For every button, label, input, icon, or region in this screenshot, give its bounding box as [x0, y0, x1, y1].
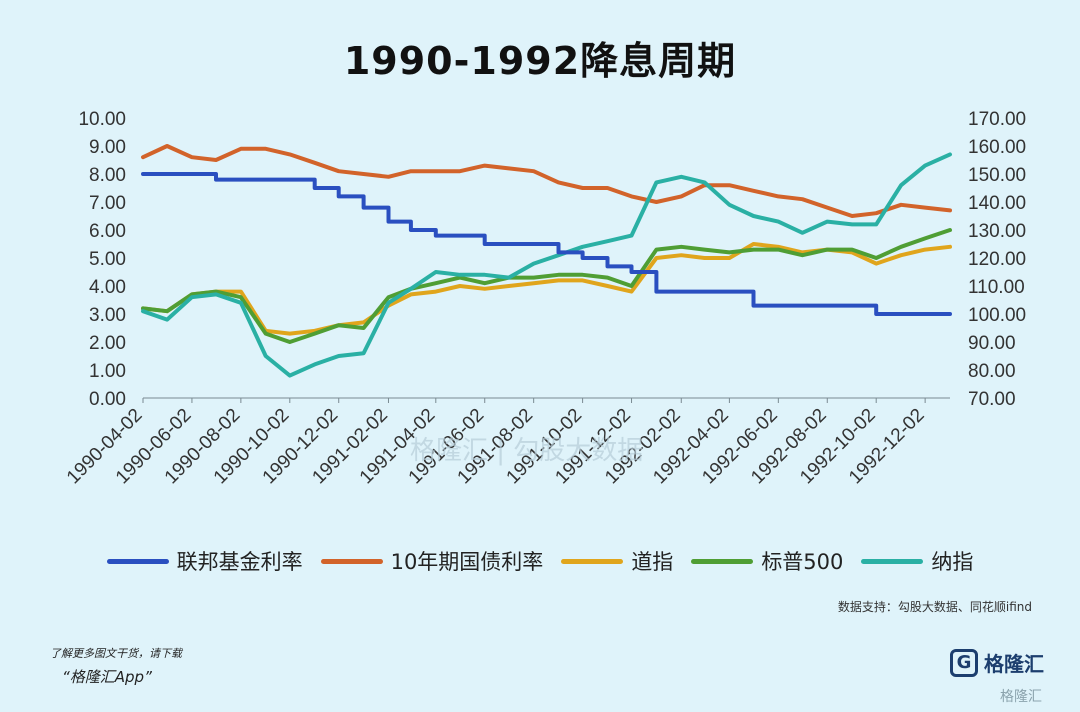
y-left-tick-label: 3.00 — [89, 305, 126, 326]
y-right-tick-label: 150.00 — [968, 165, 1026, 186]
y-right-tick-label: 140.00 — [968, 193, 1026, 214]
y-left-tick-label: 0.00 — [89, 389, 126, 410]
series-line — [141, 228, 952, 344]
legend-item-sp500: 标普500 — [691, 546, 843, 576]
legend-swatch — [861, 558, 924, 564]
footer-app-name: “格隆汇App” — [62, 668, 152, 686]
legend-item-10y-yield: 10年期国债利率 — [320, 546, 544, 576]
chart-title: 1990-1992降息周期 — [343, 39, 737, 83]
legend-label: 道指 — [631, 550, 674, 574]
legend-swatch — [106, 558, 169, 564]
footer-note: 了解更多图文干货，请下载 — [50, 647, 182, 660]
legend-swatch — [691, 558, 754, 564]
legend-label: 联邦基金利率 — [176, 550, 303, 574]
brand: G 格隆汇 — [950, 648, 1044, 677]
y-axis-left: 0.00 1.00 2.00 3.00 4.00 5.00 6.00 7.00 8.00 9.00… — [78, 109, 126, 410]
brand-name: 格隆汇 — [984, 652, 1044, 676]
legend-item-dow: 道指 — [561, 546, 673, 576]
series-line — [141, 152, 952, 378]
series-line — [141, 172, 952, 316]
brand-logo-icon: G — [950, 648, 978, 677]
y-right-tick-label: 100.00 — [968, 305, 1026, 326]
y-left-tick-label: 2.00 — [89, 333, 126, 354]
y-axis-right: 70.00 80.00 90.00 100.00 110.00 120.00 130.00 1… — [968, 109, 1026, 410]
y-left-tick-label: 10.00 — [78, 109, 126, 130]
y-right-tick-label: 170.00 — [968, 109, 1026, 130]
legend-label: 标普500 — [761, 550, 844, 574]
legend-item-nasdaq: 纳指 — [861, 546, 973, 576]
series-line — [141, 144, 952, 218]
corner-watermark: 格隆汇 — [1000, 689, 1042, 705]
y-right-tick-label: 120.00 — [968, 249, 1026, 270]
y-right-tick-label: 80.00 — [968, 361, 1016, 382]
y-right-tick-label: 70.00 — [968, 389, 1016, 410]
legend: 联邦基金利率 10年期国债利率 道指 标普500 纳指 — [0, 546, 1080, 576]
watermark: 格隆汇 | 勾股大数据 — [410, 436, 644, 466]
y-left-tick-label: 8.00 — [89, 165, 126, 186]
source-note: 数据支持：勾股大数据、同花顺ifind — [837, 600, 1032, 614]
y-right-tick-label: 160.00 — [968, 137, 1026, 158]
y-right-tick-label: 90.00 — [968, 333, 1016, 354]
legend-swatch — [561, 558, 624, 564]
y-left-tick-label: 7.00 — [89, 193, 126, 214]
y-left-tick-label: 4.00 — [89, 277, 126, 298]
legend-swatch — [320, 558, 383, 564]
legend-item-fed-rate: 联邦基金利率 — [106, 546, 303, 576]
y-left-tick-label: 1.00 — [89, 361, 126, 382]
y-right-tick-label: 110.00 — [968, 277, 1025, 298]
y-left-tick-label: 6.00 — [89, 221, 126, 242]
legend-label: 纳指 — [931, 550, 974, 574]
plot-lines — [141, 144, 952, 378]
y-left-tick-label: 5.00 — [89, 249, 126, 270]
legend-label: 10年期国债利率 — [390, 550, 544, 574]
y-left-tick-label: 9.00 — [89, 137, 126, 158]
y-right-tick-label: 130.00 — [968, 221, 1026, 242]
